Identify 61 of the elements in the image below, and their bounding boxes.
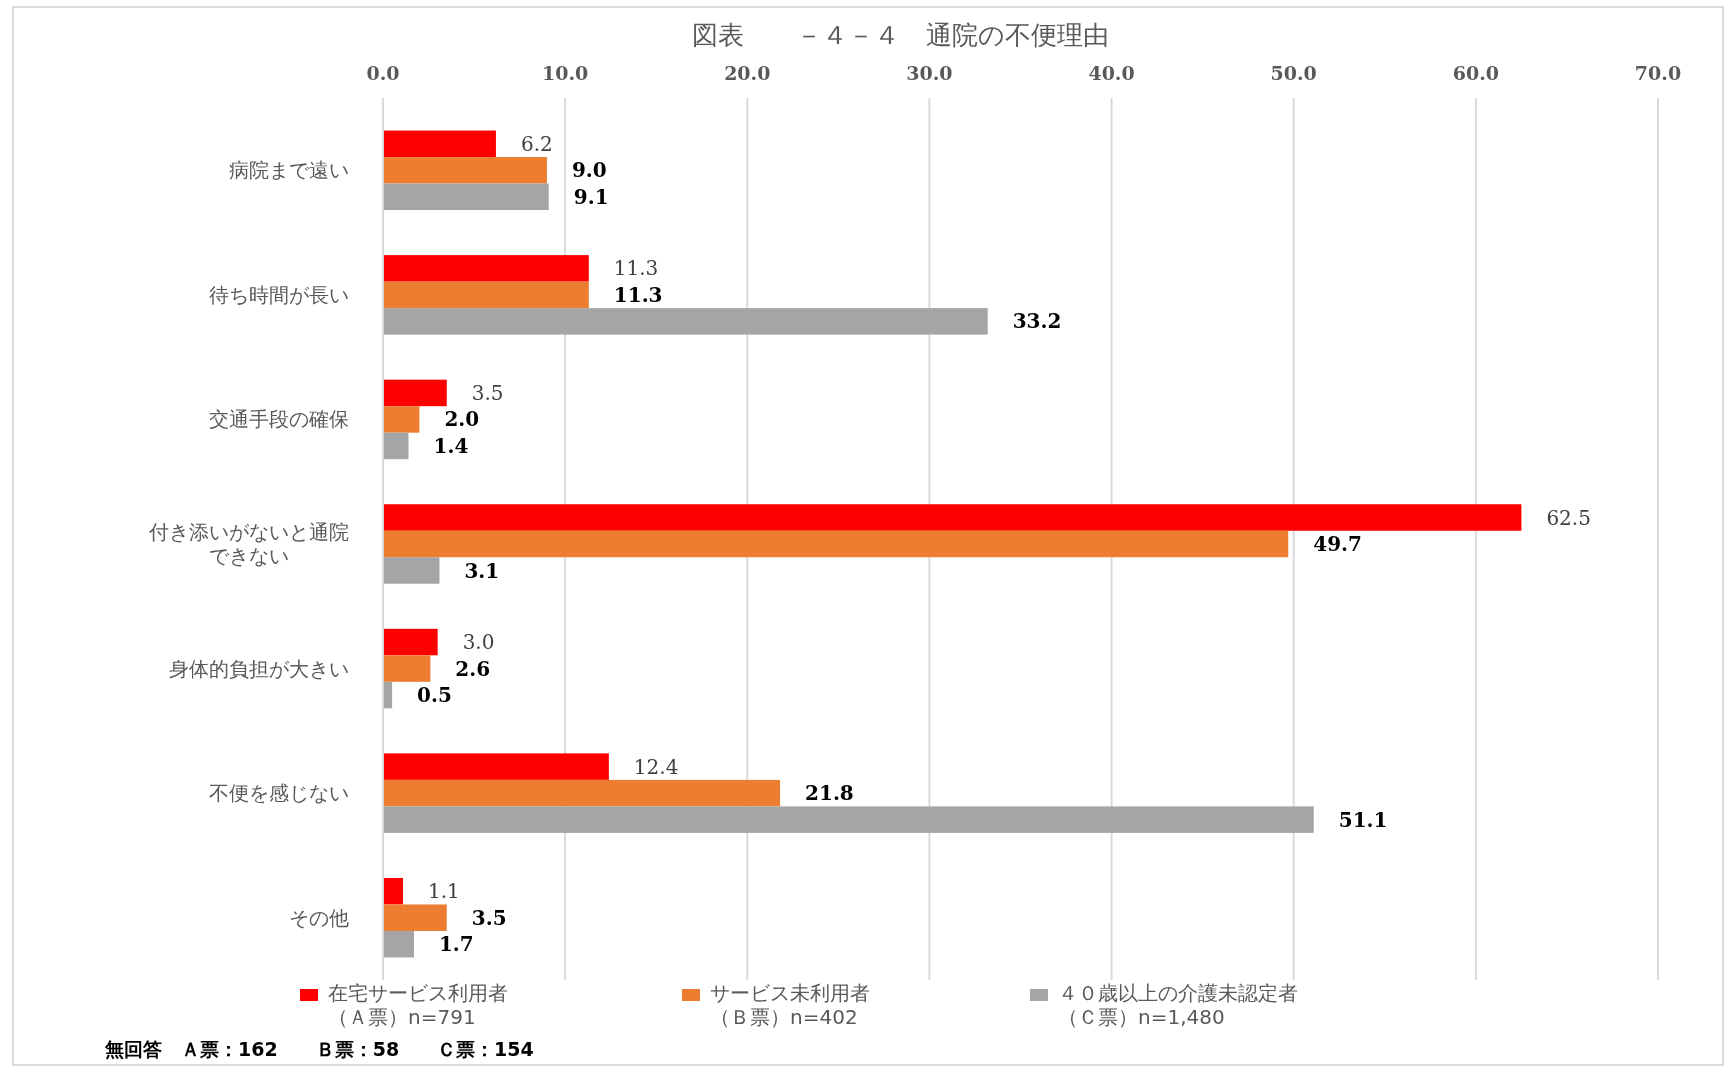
- x-tick-label: 70.0: [1634, 62, 1682, 84]
- bar: [383, 806, 1314, 833]
- data-label: 6.2: [520, 131, 553, 156]
- data-label: 9.1: [573, 184, 609, 209]
- data-label: 2.0: [444, 407, 480, 432]
- data-label: 62.5: [1546, 505, 1591, 530]
- x-tick-label: 20.0: [724, 62, 771, 84]
- x-tick-label: 0.0: [366, 62, 400, 84]
- data-label: 11.3: [613, 282, 663, 307]
- bar: [383, 379, 447, 407]
- data-label: 3.5: [471, 905, 507, 930]
- bar: [383, 655, 431, 682]
- data-label: 51.1: [1338, 807, 1388, 832]
- y-tick-label: 交通手段の確保: [209, 407, 349, 432]
- data-label: 1.7: [438, 932, 474, 957]
- x-tick-label: 50.0: [1270, 62, 1317, 84]
- legend-label: 在宅サービス利用者（Ａ票）n=791: [328, 981, 509, 1029]
- bar: [383, 308, 988, 335]
- data-label: 1.1: [428, 879, 460, 904]
- data-label: 12.4: [633, 754, 679, 779]
- data-label: 3.0: [462, 630, 495, 655]
- y-tick-label: 病院まで遠い: [229, 158, 349, 183]
- data-label: 9.0: [571, 158, 607, 183]
- legend-label: ４０歳以上の介護未認定者（Ｃ票）n=1,480: [1058, 981, 1299, 1029]
- bar: [383, 530, 1289, 558]
- bar: [383, 432, 409, 460]
- x-tick-label: 60.0: [1452, 62, 1499, 84]
- bar: [383, 930, 414, 958]
- x-tick-label: 40.0: [1088, 62, 1135, 84]
- bar: [383, 753, 609, 780]
- text: 無回答 Ａ票：162 Ｂ票：58 Ｃ票：154: [104, 1038, 534, 1060]
- bar: [383, 504, 1522, 531]
- bar: [383, 557, 440, 584]
- data-label: 0.5: [417, 683, 452, 708]
- bar: [383, 183, 549, 211]
- bar: [383, 877, 404, 905]
- x-tick-label: 30.0: [906, 62, 953, 84]
- bar: [383, 130, 496, 158]
- y-tick-label: 待ち時間が長い: [209, 282, 349, 307]
- legend-label: サービス未利用者（Ｂ票）n=402: [710, 981, 871, 1029]
- bar: [383, 628, 438, 656]
- data-label: 3.1: [464, 558, 500, 583]
- data-label: 11.3: [613, 256, 659, 281]
- bar: [383, 255, 589, 282]
- data-label: 49.7: [1313, 532, 1362, 556]
- data-label: 1.4: [433, 433, 469, 458]
- data-label: 3.5: [471, 380, 504, 405]
- bar: [383, 406, 420, 433]
- y-tick-label: その他: [289, 905, 349, 930]
- data-label: 2.6: [455, 656, 491, 681]
- data-label: 21.8: [805, 781, 854, 806]
- bar: [383, 157, 547, 184]
- bar: [383, 779, 781, 807]
- bar: [383, 904, 447, 931]
- data-label: 33.2: [1012, 309, 1062, 334]
- y-tick-label: 不便を感じない: [209, 781, 349, 806]
- x-tick-label: 10.0: [542, 62, 589, 84]
- y-tick-label: 付き添いがないと通院できない: [149, 520, 349, 568]
- chart-title: 図表 －４－４ 通院の不便理由: [692, 20, 1109, 50]
- bar: [383, 281, 589, 309]
- y-tick-label: 身体的負担が大きい: [169, 656, 349, 681]
